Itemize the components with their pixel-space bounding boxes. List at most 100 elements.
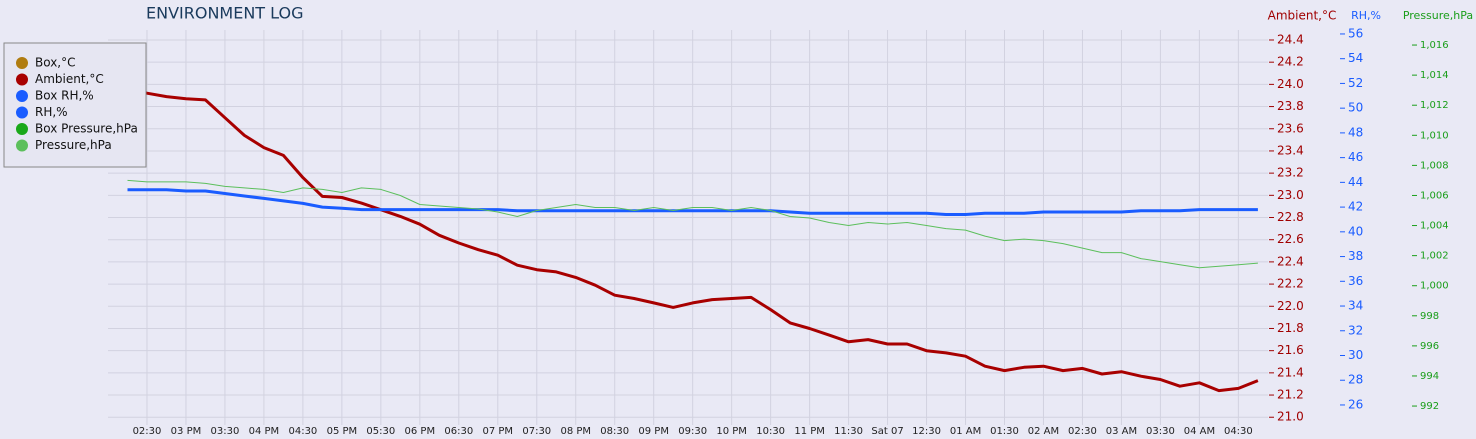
x-tick-label: 11 PM <box>794 426 825 437</box>
y-tick-label: 23.2 <box>1277 166 1304 180</box>
x-tick-label: 03:30 <box>1146 426 1175 437</box>
y-tick-label: 1,008 <box>1420 160 1449 171</box>
y3-axis-title: Pressure,hPa <box>1403 9 1473 22</box>
x-tick-label: 04:30 <box>288 426 317 437</box>
y-tick-label: 21.6 <box>1277 343 1304 357</box>
y-tick-label: 34 <box>1348 299 1363 313</box>
x-tick-label: 09 PM <box>638 426 669 437</box>
x-tick-label: 01:30 <box>990 426 1019 437</box>
y-tick-label: 24.2 <box>1277 55 1304 69</box>
y-tick-label: 22.8 <box>1277 210 1304 224</box>
x-tick-label: 04 AM <box>1184 426 1215 437</box>
x-tick-label: 04 PM <box>249 426 280 437</box>
legend-label: Box RH,% <box>35 89 94 103</box>
legend-marker <box>16 90 28 102</box>
y-tick-label: 21.2 <box>1277 388 1304 402</box>
legend-label: Ambient,°C <box>35 72 104 86</box>
y-tick-label: 32 <box>1348 323 1363 337</box>
y-tick-label: 26 <box>1348 397 1363 411</box>
x-tick-label: 03:30 <box>211 426 240 437</box>
x-tick-label: 02:30 <box>133 426 162 437</box>
y-tick-label: 22.2 <box>1277 277 1304 291</box>
x-tick-label: 10 PM <box>716 426 747 437</box>
y-tick-label: 22.6 <box>1277 232 1304 246</box>
y-tick-label: 24.0 <box>1277 77 1304 91</box>
y-tick-label: 998 <box>1420 311 1439 322</box>
x-tick-label: 08 PM <box>560 426 591 437</box>
x-tick-label: 06 PM <box>405 426 436 437</box>
y-tick-label: 28 <box>1348 373 1363 387</box>
y-tick-label: 23.8 <box>1277 99 1304 113</box>
x-tick-label: 03 PM <box>171 426 202 437</box>
x-tick-label: 01 AM <box>950 426 981 437</box>
y-tick-label: 1,016 <box>1420 40 1449 51</box>
y-tick-label: 21.4 <box>1277 365 1304 379</box>
legend-marker <box>16 123 28 135</box>
y-tick-label: 54 <box>1348 51 1363 65</box>
y-tick-label: 1,014 <box>1420 70 1449 81</box>
x-tick-label: 07:30 <box>522 426 551 437</box>
x-tick-label: 12:30 <box>912 426 941 437</box>
chart-title: ENVIRONMENT LOG <box>146 4 304 23</box>
series-line <box>127 86 1259 393</box>
legend-label: RH,% <box>35 105 68 119</box>
y-tick-label: 1,006 <box>1420 190 1449 201</box>
y-tick-label: 46 <box>1348 150 1363 164</box>
y-tick-label: 36 <box>1348 274 1363 288</box>
y-tick-label: 1,002 <box>1420 251 1449 262</box>
y-tick-label: 1,010 <box>1420 130 1449 141</box>
y-tick-label: 22.0 <box>1277 299 1304 313</box>
y-tick-label: 1,012 <box>1420 100 1449 111</box>
legend-marker <box>16 73 28 86</box>
legend-label: Pressure,hPa <box>35 138 112 152</box>
x-tick-label: 07 PM <box>483 426 514 437</box>
x-tick-label: 04:30 <box>1224 426 1253 437</box>
y-tick-label: 24.4 <box>1277 32 1304 46</box>
y-tick-label: 50 <box>1348 101 1363 115</box>
y-tick-label: 23.4 <box>1277 143 1304 157</box>
y-tick-label: 38 <box>1348 249 1363 263</box>
y-tick-label: 48 <box>1348 125 1363 139</box>
y-tick-label: 22.4 <box>1277 254 1304 268</box>
x-tick-label: 06:30 <box>444 426 473 437</box>
x-tick-label: 10:30 <box>756 426 785 437</box>
legend-marker <box>16 57 28 69</box>
x-tick-label: 05 PM <box>327 426 358 437</box>
series-line <box>127 188 1258 216</box>
x-tick-label: 03 AM <box>1106 426 1137 437</box>
legend-label: Box Pressure,hPa <box>35 122 138 136</box>
y2-axis-title: RH,% <box>1351 9 1381 22</box>
y-tick-label: 1,000 <box>1420 281 1449 292</box>
x-tick-label: Sat 07 <box>871 426 903 437</box>
x-tick-label: 09:30 <box>678 426 707 437</box>
y-tick-label: 23.6 <box>1277 121 1304 135</box>
y-tick-label: 56 <box>1348 26 1363 40</box>
legend-marker <box>16 139 28 152</box>
y-tick-label: 23.0 <box>1277 188 1304 202</box>
x-tick-label: 11:30 <box>834 426 863 437</box>
legend-items: Box,°C Ambient,°C Box RH,% RH,% Box Pressure… <box>16 56 138 152</box>
y-tick-label: 994 <box>1420 371 1439 382</box>
y-tick-label: 1,004 <box>1420 221 1449 232</box>
y-tick-label: 30 <box>1348 348 1363 362</box>
y-tick-label: 52 <box>1348 76 1363 90</box>
series-line <box>127 179 1258 269</box>
y-tick-label: 992 <box>1420 401 1439 412</box>
y-tick-label: 40 <box>1348 224 1363 238</box>
legend-label: Box,°C <box>35 56 76 70</box>
legend-marker <box>16 106 28 119</box>
x-tick-label: 02 AM <box>1028 426 1059 437</box>
y-tick-label: 21.0 <box>1277 410 1304 424</box>
plot <box>127 86 1259 393</box>
y-tick-label: 42 <box>1348 200 1363 214</box>
x-tick-label: 05:30 <box>366 426 395 437</box>
y-tick-label: 996 <box>1420 341 1439 352</box>
grid <box>108 30 1268 425</box>
y-axis-title: Ambient,°C <box>1268 9 1337 23</box>
x-tick-label: 08:30 <box>600 426 629 437</box>
y-tick-label: 44 <box>1348 175 1363 189</box>
y-tick-label: 21.8 <box>1277 321 1304 335</box>
